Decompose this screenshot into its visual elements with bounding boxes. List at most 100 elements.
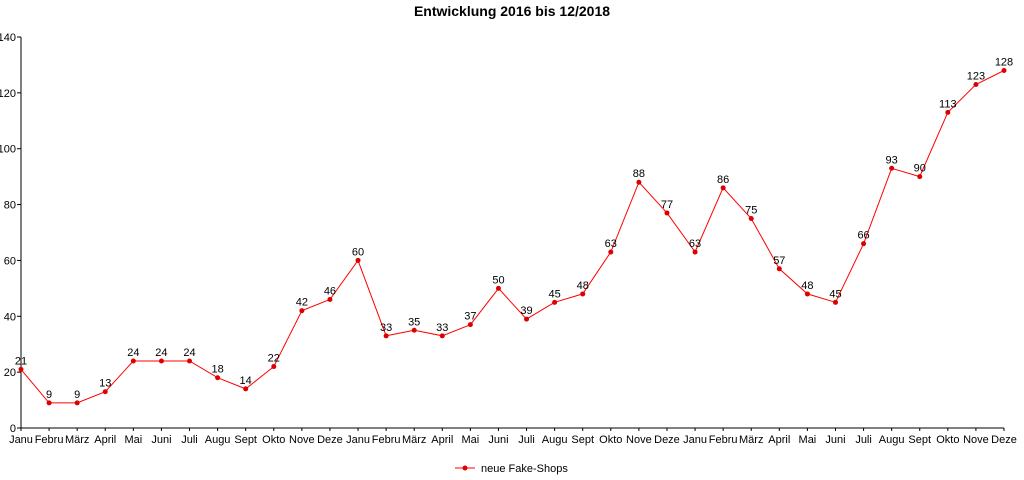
data-point [776, 266, 782, 272]
data-point [158, 358, 164, 364]
x-tick-label: Juli [518, 434, 535, 446]
data-point [804, 291, 810, 297]
x-tick-label: März [65, 434, 89, 446]
legend-marker [462, 465, 468, 471]
x-tick-label: Mai [462, 434, 480, 446]
y-tick-label: 40 [4, 311, 16, 323]
data-point [692, 249, 698, 255]
data-label: 46 [324, 286, 336, 298]
x-tick-label: Okto [262, 434, 285, 446]
data-point [467, 322, 473, 328]
x-tick-label: Sept [571, 434, 594, 446]
data-label: 48 [577, 280, 589, 292]
data-point [355, 257, 361, 263]
data-label: 63 [605, 238, 617, 250]
data-label: 128 [995, 57, 1013, 69]
data-label: 33 [436, 322, 448, 334]
legend-label: neue Fake-Shops [481, 463, 568, 475]
data-label: 18 [211, 364, 223, 376]
data-labels: 21 9 9 13 24 24 24 18 14 22 42 46 60 33 35 33 37 50 39 45 48… [15, 57, 1013, 401]
data-point [720, 185, 726, 191]
data-point [636, 179, 642, 185]
x-tick-label: Janu [346, 434, 370, 446]
x-tick-label: Nove [963, 434, 989, 446]
data-point [411, 327, 417, 333]
y-tick-label: 60 [4, 255, 16, 267]
x-tick-label: Nove [289, 434, 315, 446]
data-label: 48 [801, 280, 813, 292]
data-label: 88 [633, 168, 645, 180]
x-tick-label: Janu [683, 434, 707, 446]
x-tick-label: Sept [234, 434, 257, 446]
data-point [1001, 68, 1007, 74]
data-label: 77 [661, 199, 673, 211]
data-point [832, 299, 838, 305]
data-point [271, 364, 277, 370]
legend: neue Fake-Shops [455, 463, 568, 475]
x-tick-label: Febru [35, 434, 64, 446]
data-label: 35 [408, 316, 420, 328]
data-point [973, 81, 979, 87]
y-tick-label: 80 [4, 200, 16, 212]
data-label: 50 [492, 274, 504, 286]
data-point [861, 241, 867, 247]
data-label: 75 [745, 205, 757, 217]
x-tick-label: März [739, 434, 763, 446]
x-tick-label: Okto [599, 434, 622, 446]
x-tick-label: Juli [181, 434, 198, 446]
data-label: 14 [240, 375, 252, 387]
x-tick-label: Deze [317, 434, 343, 446]
x-tick-label: Febru [709, 434, 738, 446]
x-tick-label: Mai [124, 434, 142, 446]
data-label: 42 [296, 297, 308, 309]
data-point [748, 216, 754, 222]
x-tick-label: Janu [9, 434, 33, 446]
data-point [327, 297, 333, 303]
data-label: 24 [183, 347, 195, 359]
data-point [46, 400, 52, 406]
y-tick-label: 120 [0, 88, 16, 100]
series-line-group [20, 70, 1005, 404]
data-point [917, 174, 923, 180]
x-tick-label: Augu [205, 434, 231, 446]
y-tick-label: 0 [10, 423, 16, 435]
x-tick-label: Augu [542, 434, 568, 446]
data-label: 66 [857, 230, 869, 242]
data-label: 24 [155, 347, 167, 359]
data-point [945, 109, 951, 115]
x-tick-label: April [768, 434, 790, 446]
y-tick-label: 20 [4, 367, 16, 379]
x-tick-label: Deze [654, 434, 680, 446]
data-point [580, 291, 586, 297]
y-tick-label: 100 [0, 144, 16, 156]
data-label: 90 [914, 163, 926, 175]
data-label: 33 [380, 322, 392, 334]
x-tick-label: Sept [908, 434, 931, 446]
data-label: 24 [127, 347, 139, 359]
data-label: 21 [15, 355, 27, 367]
data-label: 123 [967, 70, 985, 82]
data-point [299, 308, 305, 314]
series-line [20, 70, 1005, 404]
data-point [18, 366, 24, 372]
data-point [439, 333, 445, 339]
data-label: 13 [99, 378, 111, 390]
data-label: 9 [46, 389, 52, 401]
data-point [552, 299, 558, 305]
x-tick-label: Juni [151, 434, 171, 446]
data-points [18, 68, 1007, 406]
data-label: 9 [74, 389, 80, 401]
data-point [664, 210, 670, 216]
chart-title: Entwicklung 2016 bis 12/2018 [413, 3, 611, 19]
data-label: 39 [520, 305, 532, 317]
data-point [74, 400, 80, 406]
data-point [102, 389, 108, 395]
data-label: 63 [689, 238, 701, 250]
data-point [383, 333, 389, 339]
x-tick-label: April [431, 434, 453, 446]
x-tick-label: Nove [626, 434, 652, 446]
x-tick-label: Deze [991, 434, 1017, 446]
data-label: 45 [829, 288, 841, 300]
